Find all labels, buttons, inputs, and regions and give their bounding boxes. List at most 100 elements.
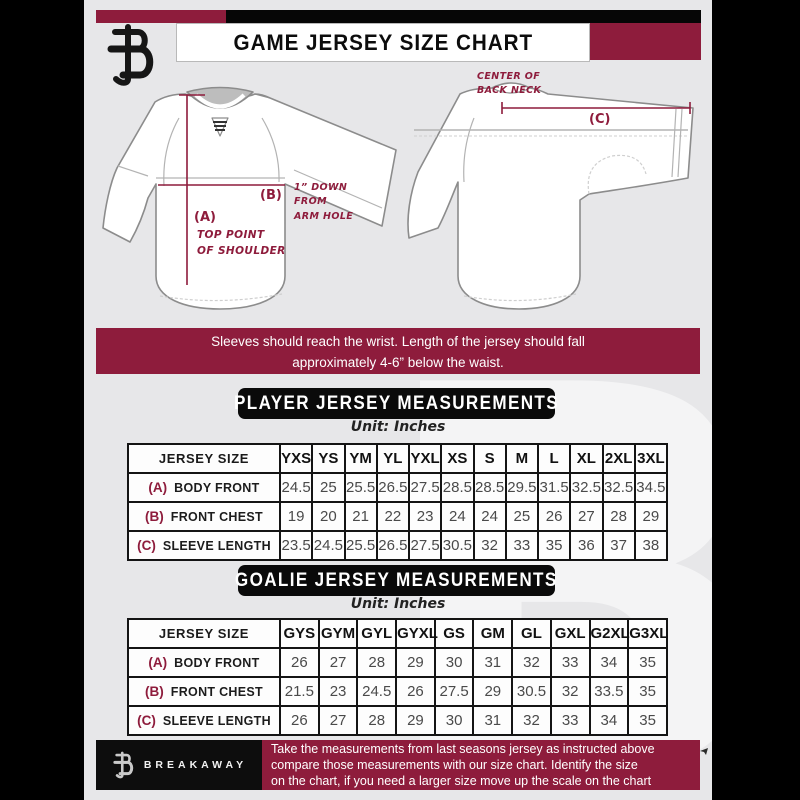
measure-line-c <box>501 102 691 114</box>
jersey-diagrams <box>102 82 694 310</box>
value-cell: 35 <box>627 647 668 678</box>
measure-key: (B) <box>145 683 164 699</box>
size-header-cell: YXL <box>407 443 443 474</box>
table-row: (A) BODY FRONT 26 27 28 29 30 31 32 33 34 35 <box>127 647 668 678</box>
size-header-cell: M <box>504 443 540 474</box>
value-cell: 22 <box>375 501 411 532</box>
value-cell: 33.5 <box>588 676 630 707</box>
measure-name: BODY FRONT <box>174 655 260 670</box>
value-cell: 31 <box>472 705 514 736</box>
value-cell: 36 <box>569 530 604 561</box>
value-cell: 19 <box>278 501 314 532</box>
size-header-cell: 3XL <box>633 443 669 474</box>
value-cell: 25.5 <box>343 530 378 561</box>
measure-key: (B) <box>145 508 164 524</box>
value-cell: 21 <box>343 501 378 532</box>
value-cell: 26 <box>395 676 436 707</box>
value-cell: 35 <box>627 676 668 707</box>
player-section-title: PLAYER JERSEY MEASUREMENTS <box>234 392 559 414</box>
size-header-cell: G3XL <box>627 618 668 649</box>
value-cell: 23 <box>317 676 359 707</box>
jersey-front-diagram <box>102 86 397 310</box>
jersey-size-corner-cell: JERSEY SIZE <box>127 443 281 474</box>
row-label-cell: (C) SLEEVE LENGTH <box>127 530 281 561</box>
value-cell: 26.5 <box>375 472 411 503</box>
value-cell: 35 <box>627 705 668 736</box>
value-cell: 32 <box>549 676 591 707</box>
size-header-cell: GYXL <box>395 618 438 649</box>
value-cell: 28 <box>356 705 398 736</box>
value-cell: 32.5 <box>601 472 636 503</box>
value-cell: 33 <box>504 530 540 561</box>
value-cell: 23.5 <box>278 530 314 561</box>
table-row: (C) SLEEVE LENGTH 23.5 24.5 25.5 26.5 27.5 30.5… <box>127 530 669 561</box>
top-bar-maroon-segment <box>96 10 226 23</box>
measure-name: SLEEVE LENGTH <box>162 538 271 553</box>
value-cell: 24 <box>472 501 507 532</box>
player-section-header: PLAYER JERSEY MEASUREMENTS <box>234 388 558 419</box>
right-black-bar <box>716 0 800 800</box>
value-cell: 28.5 <box>440 472 475 503</box>
left-black-bar <box>0 0 84 800</box>
measure-key: (C) <box>137 712 156 728</box>
measure-name: BODY FRONT <box>174 480 260 495</box>
value-cell: 21.5 <box>279 676 320 707</box>
page-title-box: GAME JERSEY SIZE CHART <box>176 23 590 62</box>
size-header-cell: GYS <box>279 618 320 649</box>
size-header-cell: YM <box>343 443 378 474</box>
size-header-cell: XS <box>440 443 475 474</box>
measure-name: SLEEVE LENGTH <box>162 713 271 728</box>
page-title: GAME JERSEY SIZE CHART <box>233 29 533 55</box>
title-maroon-block <box>588 23 701 60</box>
cursor-arrow-icon <box>700 748 708 755</box>
value-cell: 20 <box>311 501 346 532</box>
jersey-back-diagram <box>407 82 694 310</box>
value-cell: 31 <box>472 647 514 678</box>
value-cell: 29 <box>472 676 514 707</box>
size-header-cell: S <box>472 443 507 474</box>
value-cell: 29 <box>633 501 669 532</box>
size-header-cell: L <box>536 443 572 474</box>
value-cell: 28 <box>601 501 636 532</box>
value-cell: 26 <box>279 705 320 736</box>
row-label-cell: (B) FRONT CHEST <box>127 676 281 707</box>
value-cell: 23 <box>407 501 443 532</box>
row-label-cell: (A) BODY FRONT <box>127 647 281 678</box>
value-cell: 30.5 <box>440 530 475 561</box>
player-unit-label: Unit: Inches <box>350 419 446 435</box>
measure-name: FRONT CHEST <box>170 684 263 699</box>
footer-instructions: Take the measurements from last seasons … <box>262 740 700 790</box>
table-row: (B) FRONT CHEST 19 20 21 22 23 24 24 25 26 27 28 29 <box>127 501 669 532</box>
size-header-cell: G2XL <box>588 618 630 649</box>
jersey-size-corner-cell: JERSEY SIZE <box>127 618 281 649</box>
value-cell: 30 <box>433 705 475 736</box>
measure-key: (A) <box>148 479 168 495</box>
value-cell: 25.5 <box>343 472 378 503</box>
measure-label-c: (C) <box>589 112 611 127</box>
note-center-of-back-neck: CENTER OF BACK NECK <box>477 71 542 97</box>
row-label-cell: (C) SLEEVE LENGTH <box>127 705 281 736</box>
value-cell: 38 <box>633 530 669 561</box>
value-cell: 34.5 <box>633 472 669 503</box>
footer-brand-name: BREAKAWAY <box>143 759 248 771</box>
table-header-row: JERSEY SIZE GYS GYM GYL GYXL GS GM GL GXL G2XL G3X… <box>127 618 668 649</box>
table-row: (A) BODY FRONT 24.5 25 25.5 26.5 27.5 28.5 28.5 2… <box>127 472 669 503</box>
value-cell: 27 <box>317 647 359 678</box>
value-cell: 32 <box>511 647 552 678</box>
size-header-cell: GS <box>433 618 475 649</box>
value-cell: 29 <box>395 647 436 678</box>
value-cell: 24.5 <box>278 472 314 503</box>
value-cell: 32.5 <box>569 472 604 503</box>
value-cell: 26.5 <box>375 530 411 561</box>
size-header-cell: 2XL <box>601 443 636 474</box>
size-header-cell: YS <box>311 443 346 474</box>
value-cell: 27.5 <box>407 472 443 503</box>
size-header-cell: YXS <box>278 443 314 474</box>
measure-line-a <box>179 94 205 285</box>
size-header-cell: GYM <box>317 618 359 649</box>
row-label-cell: (A) BODY FRONT <box>127 472 281 503</box>
value-cell: 33 <box>549 647 591 678</box>
value-cell: 31.5 <box>536 472 572 503</box>
value-cell: 27 <box>569 501 604 532</box>
breakaway-footer-logo-icon <box>113 751 134 779</box>
